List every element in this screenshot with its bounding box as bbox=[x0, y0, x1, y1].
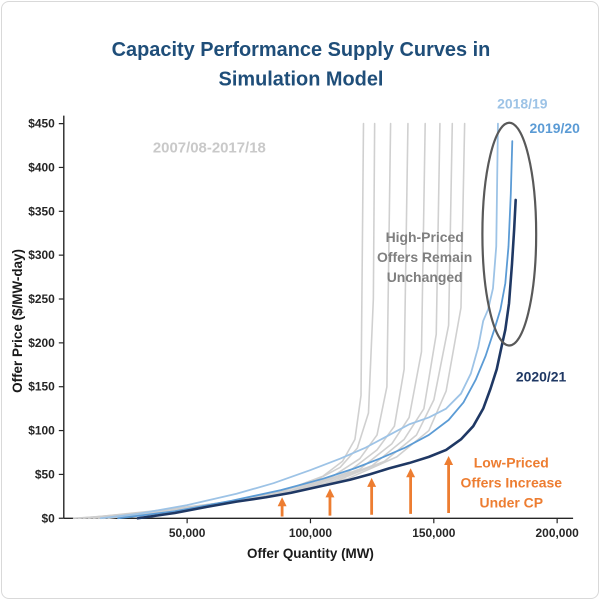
x-tick-label: 200,000 bbox=[536, 526, 580, 540]
x-tick-label: 150,000 bbox=[412, 526, 456, 540]
x-tick-label: 100,000 bbox=[289, 526, 333, 540]
y-tick-label: $0 bbox=[42, 511, 56, 525]
annotation-high-priced-note: Unchanged bbox=[387, 269, 463, 285]
series-2007-08-2017-18 bbox=[72, 122, 365, 520]
series-2007-08-2017-18 bbox=[97, 122, 441, 520]
annotation-label-2020-21: 2020/21 bbox=[516, 368, 567, 384]
y-tick-label: $300 bbox=[28, 248, 55, 262]
x-axis-title: Offer Quantity (MW) bbox=[247, 546, 374, 561]
series-2020-21 bbox=[136, 198, 517, 520]
highlight-ellipse bbox=[481, 121, 538, 347]
series-2007-08-2017-18 bbox=[107, 122, 466, 520]
y-tick-label: $400 bbox=[28, 160, 55, 174]
y-axis-title: Offer Price ($/MW-day) bbox=[10, 249, 25, 393]
plot-area: $0 $50 $100 $150 $200 $250 $300 $350 $400 $450 50,… bbox=[10, 96, 580, 561]
annotation-prior-years-label: 2007/08-2017/18 bbox=[153, 140, 266, 157]
increase-arrow-head bbox=[277, 497, 287, 507]
annotation-low-priced-note: Under CP bbox=[480, 494, 544, 510]
y-tick-label: $150 bbox=[28, 380, 55, 394]
y-tick-label: $350 bbox=[28, 204, 55, 218]
increase-arrow-head bbox=[406, 468, 416, 478]
annotation-label-2019-20: 2019/20 bbox=[529, 120, 580, 136]
annotation-low-priced-note: Low-Priced bbox=[474, 454, 549, 470]
y-tick-label: $250 bbox=[28, 292, 55, 306]
series-2007-08-2017-18 bbox=[102, 122, 454, 520]
annotation-low-priced-note: Offers Increase bbox=[461, 474, 563, 490]
annotation-high-priced-note: High-Priced bbox=[386, 229, 464, 245]
chart-title-line-1: Capacity Performance Supply Curves in bbox=[112, 39, 491, 61]
annotation-high-priced-note: Offers Remain bbox=[377, 249, 472, 265]
series-2007-08-2017-18 bbox=[92, 122, 426, 520]
increase-arrow-head bbox=[367, 477, 377, 487]
x-tick-label: 50,000 bbox=[169, 526, 206, 540]
y-tick-label: $50 bbox=[35, 467, 55, 481]
series-2018-19 bbox=[99, 122, 499, 520]
series-2007-08-2017-18 bbox=[77, 122, 376, 520]
y-tick-label: $200 bbox=[28, 336, 55, 350]
y-tick-label: $100 bbox=[28, 424, 55, 438]
increase-arrow-head bbox=[444, 456, 454, 465]
increase-arrow-head bbox=[325, 488, 335, 498]
y-tick-label: $450 bbox=[28, 117, 55, 131]
annotation-label-2018-19: 2018/19 bbox=[497, 96, 548, 112]
chart-title-line-2: Simulation Model bbox=[219, 69, 384, 91]
series-2019-20 bbox=[117, 140, 514, 520]
